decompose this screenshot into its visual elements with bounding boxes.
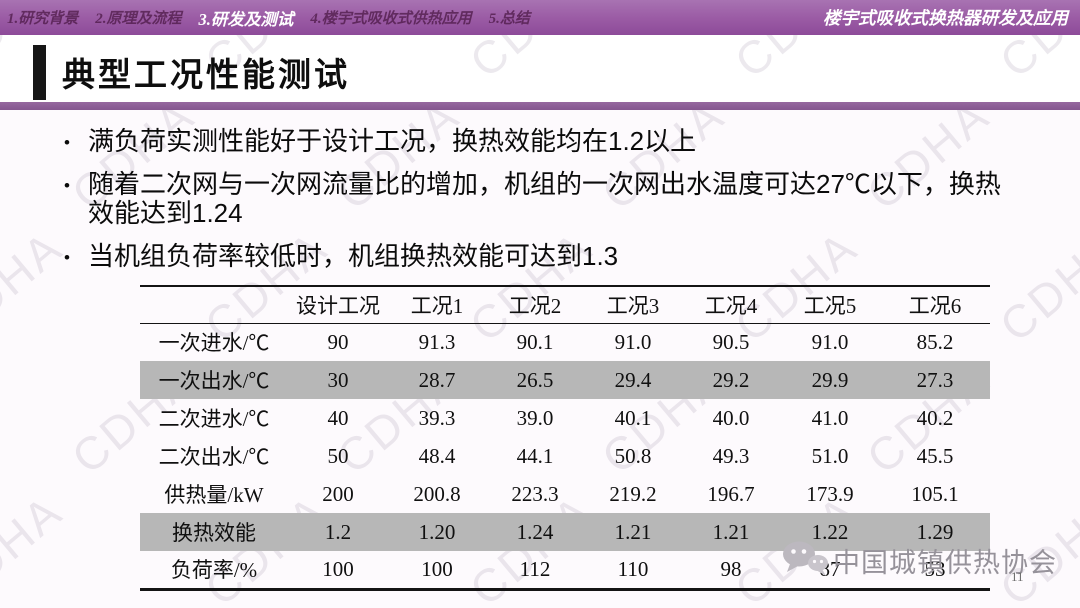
row-label-cell: 供热量/kW xyxy=(164,483,264,507)
table-header-cell: 工况6 xyxy=(908,293,962,318)
nav-item-4: 4.楼宇式吸收式供热应用 xyxy=(310,11,472,27)
bullet-item: • 满负荷实测性能好于设计工况，换热效能均在1.2以上 xyxy=(62,127,1008,156)
row-label-cell: 负荷率/% xyxy=(170,558,258,583)
table-header-cell: 工况2 xyxy=(508,293,562,318)
value-cell: 49.3 xyxy=(712,443,750,468)
bullet-text: 当机组负荷率较低时，机组换热效能可达到1.3 xyxy=(88,241,619,271)
value-cell: 91.0 xyxy=(614,329,652,354)
bullet-dot-icon: • xyxy=(64,133,70,152)
value-cell: 200.8 xyxy=(413,481,461,506)
table-row: 二次出水/℃ 50 48.4 44.1 50.8 49.3 51.0 45.5 xyxy=(140,437,990,475)
table-header-cell: 工况4 xyxy=(704,293,758,318)
value-cell: 173.9 xyxy=(806,481,854,506)
value-cell: 90.5 xyxy=(712,329,750,354)
nav-item-2: 2.原理及流程 xyxy=(95,11,182,27)
table-header-row: 设计工况 工况1 工况2 工况3 工况4 工况5 工况6 xyxy=(140,286,990,323)
table-row: 供热量/kW 200 200.8 223.3 219.2 196.7 173.9 105.1 xyxy=(140,475,990,513)
value-cell: 1.21 xyxy=(712,519,750,544)
table-row: 一次进水/℃ 90 91.3 90.1 91.0 90.5 91.0 85.2 xyxy=(140,323,990,361)
value-cell: 1.22 xyxy=(811,519,849,544)
footer-logo: 中国城镇供热协会 xyxy=(781,539,1057,581)
content-background xyxy=(0,110,1080,608)
value-cell: 27.3 xyxy=(916,367,954,392)
value-cell: 53 xyxy=(924,556,946,581)
value-cell: 100 xyxy=(421,556,453,581)
topbar: 1.研究背景 2.原理及流程 3.研发及测试 4.楼宇式吸收式供热应用 5.总结 楼宇式… xyxy=(0,0,1080,35)
table-row: 二次进水/℃ 40 39.3 39.0 40.1 40.0 41.0 40.2 xyxy=(140,399,990,437)
row-label-cell: 一次出水/℃ xyxy=(158,369,270,393)
value-cell: 51.0 xyxy=(811,443,849,468)
nav-item-1: 1.研究背景 xyxy=(7,11,79,27)
value-cell: 29.4 xyxy=(614,367,652,392)
value-cell: 30 xyxy=(327,367,349,392)
value-cell: 1.2 xyxy=(324,519,352,544)
value-cell: 223.3 xyxy=(511,481,559,506)
value-cell: 40 xyxy=(327,405,349,430)
org-name: 中国城镇供热协会 xyxy=(833,547,1057,578)
bullet-text: 满负荷实测性能好于设计工况，换热效能均在1.2以上 xyxy=(88,126,697,156)
value-cell: 39.0 xyxy=(516,405,554,430)
page-title: 典型工况性能测试 xyxy=(62,56,350,93)
performance-table: 设计工况 工况1 工况2 工况3 工况4 工况5 工况6 一次进水/℃ 90 91.3 90.1 9… xyxy=(140,285,990,591)
table-row: 换热效能 1.2 1.20 1.24 1.21 1.21 1.22 1.29 xyxy=(140,513,990,551)
value-cell: 91.3 xyxy=(418,329,456,354)
table-body: 一次进水/℃ 90 91.3 90.1 91.0 90.5 91.0 85.2 一次出水/℃ 30… xyxy=(140,323,990,589)
row-label-cell: 一次进水/℃ xyxy=(158,331,270,356)
table-header-cell: 工况3 xyxy=(606,293,660,318)
value-cell: 98 xyxy=(720,556,742,581)
value-cell: 40.2 xyxy=(916,405,954,430)
bullet-item: • 随着二次网与一次网流量比的增加，机组的一次网出水温度可达27℃以下，换热效能达… xyxy=(62,170,1008,228)
value-cell: 45.5 xyxy=(916,443,954,468)
value-cell: 44.1 xyxy=(516,443,554,468)
table-header-cell: 工况1 xyxy=(410,293,464,318)
bullet-dot-icon: • xyxy=(64,248,70,267)
value-cell: 100 xyxy=(322,556,354,581)
nav-item-5: 5.总结 xyxy=(488,11,530,27)
value-cell: 29.9 xyxy=(811,367,849,392)
bullet-text: 随着二次网与一次网流量比的增加，机组的一次网出水温度可达27℃以下，换热效能达到… xyxy=(88,169,1001,228)
table-header-empty xyxy=(140,286,288,323)
value-cell: 110 xyxy=(617,556,649,581)
row-label-cell: 二次进水/℃ xyxy=(158,407,270,431)
value-cell: 91.0 xyxy=(811,329,849,354)
value-cell: 29.2 xyxy=(712,367,750,392)
title-accent-bar xyxy=(33,45,46,100)
topbar-title: 楼宇式吸收式换热器研发及应用 xyxy=(823,8,1068,28)
bullet-list: • 满负荷实测性能好于设计工况，换热效能均在1.2以上 • 随着二次网与一次网流量比的… xyxy=(62,127,1008,285)
value-cell: 1.29 xyxy=(916,519,954,544)
value-cell: 1.24 xyxy=(516,519,554,544)
title-divider xyxy=(0,102,1080,110)
nav-menu: 1.研究背景 2.原理及流程 3.研发及测试 4.楼宇式吸收式供热应用 5.总结 xyxy=(0,6,530,30)
row-label-cell: 二次出水/℃ xyxy=(158,445,270,469)
value-cell: 112 xyxy=(519,556,551,581)
value-cell: 105.1 xyxy=(911,481,959,506)
page-number: 11 xyxy=(1011,569,1024,584)
bullet-dot-icon: • xyxy=(64,176,70,195)
value-cell: 40.0 xyxy=(712,405,750,430)
value-cell: 196.7 xyxy=(707,481,755,506)
value-cell: 48.4 xyxy=(418,443,456,468)
bullet-item: • 当机组负荷率较低时，机组换热效能可达到1.3 xyxy=(62,242,1008,271)
table-header-cell: 工况5 xyxy=(803,293,857,318)
value-cell: 50.8 xyxy=(614,443,652,468)
nav-item-3: 3.研发及测试 xyxy=(198,9,294,29)
value-cell: 85.2 xyxy=(916,329,954,354)
value-cell: 50 xyxy=(327,443,349,468)
table-row: 一次出水/℃ 30 28.7 26.5 29.4 29.2 29.9 27.3 xyxy=(140,361,990,399)
value-cell: 90 xyxy=(327,329,349,354)
value-cell: 28.7 xyxy=(418,367,456,392)
wechat-bubbles-icon xyxy=(781,539,829,581)
row-label-cell: 换热效能 xyxy=(172,521,256,545)
value-cell: 39.3 xyxy=(418,405,456,430)
value-cell: 200 xyxy=(322,481,354,506)
value-cell: 1.21 xyxy=(614,519,652,544)
value-cell: 40.1 xyxy=(614,405,652,430)
value-cell: 219.2 xyxy=(609,481,657,506)
table-header-cell: 设计工况 xyxy=(296,293,380,318)
value-cell: 26.5 xyxy=(516,367,554,392)
value-cell: 1.20 xyxy=(418,519,456,544)
value-cell: 90.1 xyxy=(516,329,554,354)
value-cell: 41.0 xyxy=(811,405,849,430)
